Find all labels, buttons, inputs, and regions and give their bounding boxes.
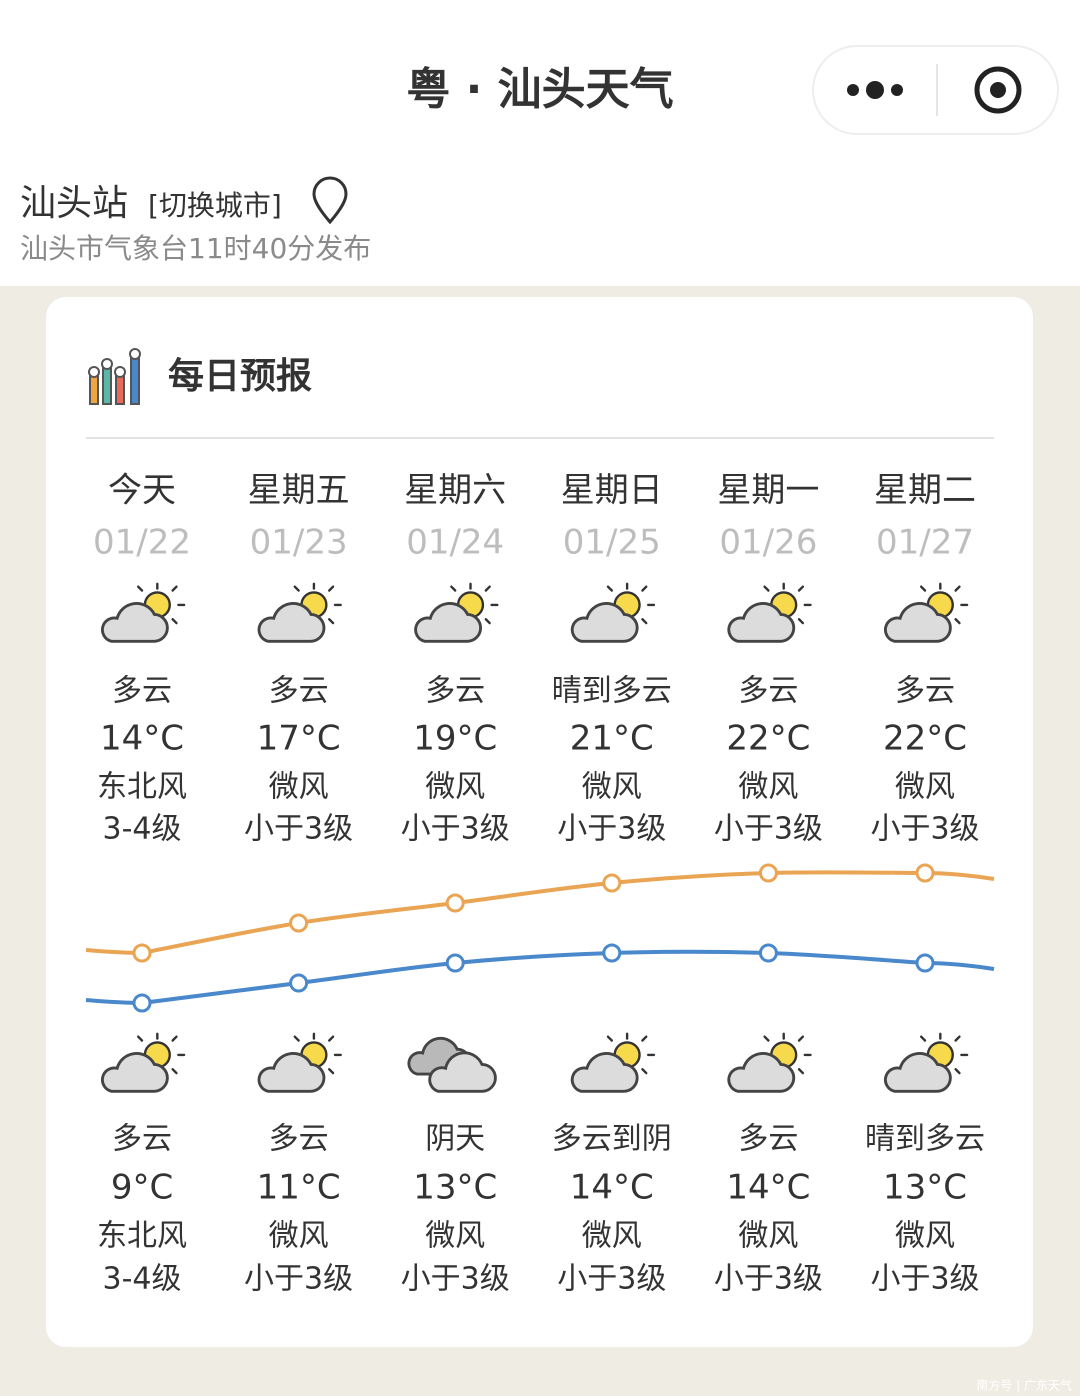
day-weather: 多云 <box>738 674 798 709</box>
low-temp-line <box>141 949 926 1005</box>
day-date: 01/26 <box>719 523 817 563</box>
high-temp-line-point <box>445 893 465 913</box>
day-wind: 东北风 <box>97 770 187 805</box>
low-temp-line-point <box>445 953 465 973</box>
night-temp: 11°C <box>257 1168 341 1208</box>
night-wind-level: 小于3级 <box>401 1262 510 1297</box>
low-temp-line-point <box>602 943 622 963</box>
low-temp-line-point <box>915 953 935 973</box>
night-wind-level: 小于3级 <box>870 1262 979 1297</box>
night-temp: 14°C <box>570 1168 654 1208</box>
night-weather: 多云 <box>269 1122 329 1157</box>
day-wind-level: 小于3级 <box>401 812 510 847</box>
low-temp-line-point <box>289 973 309 993</box>
day-wind-level: 小于3级 <box>870 812 979 847</box>
day-weather: 多云 <box>269 674 329 709</box>
day-temp: 14°C <box>100 719 184 759</box>
day-temp: 22°C <box>726 719 810 759</box>
day-date: 01/23 <box>250 523 348 563</box>
night-wind-level: 3-4级 <box>103 1262 182 1297</box>
low-temp-line-point <box>758 943 778 963</box>
day-date: 01/25 <box>563 523 661 563</box>
night-weather: 多云 <box>112 1122 172 1157</box>
day-date: 01/27 <box>876 523 974 563</box>
day-wind: 微风 <box>895 770 955 805</box>
page-title: 粤 · 汕头天气 <box>406 64 673 115</box>
card-title: 每日预报 <box>168 356 312 397</box>
day-name: 星期日 <box>561 471 663 511</box>
publish-info: 汕头市气象台11时40分发布 <box>20 232 371 265</box>
day-wind: 微风 <box>582 770 642 805</box>
night-temp: 13°C <box>883 1168 967 1208</box>
night-temp: 13°C <box>413 1168 497 1208</box>
day-weather: 多云 <box>112 674 172 709</box>
switch-city[interactable]: [切换城市] <box>148 189 282 222</box>
day-name: 星期五 <box>248 471 350 511</box>
night-wind-level: 小于3级 <box>714 1262 823 1297</box>
day-wind-level: 小于3级 <box>557 812 666 847</box>
day-wind-level: 3-4级 <box>103 812 182 847</box>
day-temp: 21°C <box>570 719 654 759</box>
day-name: 星期一 <box>717 471 819 511</box>
day-temp: 17°C <box>257 719 341 759</box>
day-date: 01/24 <box>406 523 504 563</box>
high-temp-line-point <box>132 943 152 963</box>
station-name: 汕头站 <box>20 183 128 224</box>
night-weather: 多云 <box>738 1122 798 1157</box>
high-temp-line <box>141 870 926 955</box>
day-wind: 微风 <box>738 770 798 805</box>
day-name: 星期六 <box>404 471 506 511</box>
location-icon[interactable] <box>312 176 348 225</box>
night-weather: 多云到阴 <box>552 1122 672 1157</box>
night-wind: 微风 <box>738 1219 798 1254</box>
night-temp: 9°C <box>111 1168 173 1208</box>
day-name: 星期二 <box>874 471 976 511</box>
night-wind: 微风 <box>582 1219 642 1254</box>
day-weather: 多云 <box>895 674 955 709</box>
night-weather: 晴到多云 <box>865 1122 985 1157</box>
night-wind-level: 小于3级 <box>557 1262 666 1297</box>
day-temp: 22°C <box>883 719 967 759</box>
night-wind: 微风 <box>269 1219 329 1254</box>
day-weather: 多云 <box>425 674 485 709</box>
watermark: 南方号 | 广东天气 <box>976 1378 1072 1393</box>
day-wind-level: 小于3级 <box>714 812 823 847</box>
day-wind: 微风 <box>269 770 329 805</box>
night-temp: 14°C <box>726 1168 810 1208</box>
day-wind: 微风 <box>425 770 485 805</box>
night-wind: 东北风 <box>97 1219 187 1254</box>
high-temp-line-point <box>602 873 622 893</box>
low-temp-line-point <box>132 993 152 1013</box>
high-temp-line-point <box>915 863 935 883</box>
night-wind: 微风 <box>425 1219 485 1254</box>
day-temp: 19°C <box>413 719 497 759</box>
day-wind-level: 小于3级 <box>244 812 353 847</box>
day-date: 01/22 <box>93 523 191 563</box>
night-weather: 阴天 <box>425 1122 485 1157</box>
night-wind-level: 小于3级 <box>244 1262 353 1297</box>
day-name: 今天 <box>108 471 176 511</box>
chart-icon <box>88 348 141 405</box>
high-temp-line-point <box>758 863 778 883</box>
night-wind: 微风 <box>895 1219 955 1254</box>
capsule-menu[interactable] <box>812 45 1059 135</box>
day-weather: 晴到多云 <box>552 674 672 709</box>
high-temp-line-point <box>289 913 309 933</box>
